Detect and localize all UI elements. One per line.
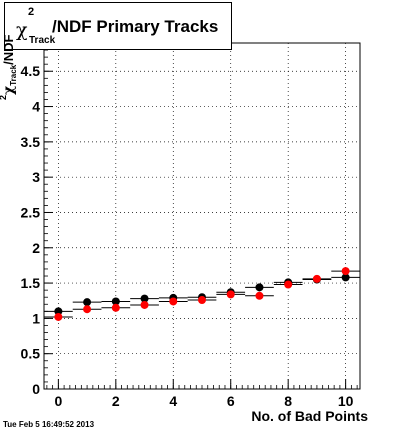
red-series-point bbox=[83, 305, 92, 314]
x-tick-label: 0 bbox=[54, 393, 62, 409]
red-series-point bbox=[284, 280, 293, 289]
y-tick-label: 3 bbox=[32, 169, 40, 185]
ylabel-subscript: Track bbox=[9, 64, 18, 86]
ylabel-superscript: 2 bbox=[0, 95, 8, 100]
data-marks bbox=[44, 267, 360, 321]
y-tick-label: 4.5 bbox=[21, 63, 41, 79]
y-tick-label: 1 bbox=[32, 310, 40, 326]
black-series-point bbox=[83, 298, 92, 307]
red-series-point bbox=[341, 267, 350, 276]
y-tick-label: 0 bbox=[32, 381, 40, 397]
title-subscript: Track bbox=[29, 35, 56, 46]
x-tick-label: 6 bbox=[227, 393, 235, 409]
red-series-point bbox=[255, 291, 264, 300]
x-tick-label: 2 bbox=[112, 393, 120, 409]
title-superscript: 2 bbox=[28, 6, 35, 18]
chart-title: /NDF Primary Tracks bbox=[52, 17, 219, 36]
red-series-point bbox=[140, 300, 149, 309]
y-tick-label: 2 bbox=[32, 240, 40, 256]
black-series-point bbox=[341, 273, 350, 282]
plot-border bbox=[43, 42, 361, 390]
grid-lines bbox=[44, 43, 360, 390]
red-series-point bbox=[198, 296, 206, 305]
x-tick-label: 10 bbox=[338, 393, 354, 409]
y-tick-label: 4 bbox=[32, 99, 40, 115]
y-axis-label: 2χTrack/NDF bbox=[0, 35, 18, 100]
timestamp: Tue Feb 5 16:49:52 2013 bbox=[3, 420, 95, 429]
ylabel-chi-symbol: χ bbox=[1, 85, 17, 95]
black-series-point bbox=[111, 297, 120, 306]
plot-frame bbox=[43, 42, 361, 390]
chart-title-box: χ 2 Track /NDF Primary Tracks bbox=[4, 2, 232, 50]
red-series-point bbox=[111, 303, 120, 312]
x-tick-label: 4 bbox=[169, 393, 177, 409]
axis-ticks bbox=[44, 42, 358, 390]
black-series-point bbox=[54, 307, 63, 316]
y-tick-label: 3.5 bbox=[21, 134, 41, 150]
red-series-point bbox=[312, 274, 321, 283]
red-series-point bbox=[54, 312, 63, 321]
red-series-point bbox=[169, 297, 178, 306]
y-tick-label: 2.5 bbox=[21, 204, 41, 220]
y-tick-label: 1.5 bbox=[21, 275, 41, 291]
black-series-point bbox=[255, 283, 264, 292]
x-tick-label: 8 bbox=[284, 393, 292, 409]
x-axis-label: No. of Bad Points bbox=[251, 408, 368, 424]
tick-labels: 0 2 4 6 8 10 0 0.5 1 1.5 2 2.5 3 3.5 4 4.5 bbox=[21, 63, 354, 409]
black-series-point bbox=[140, 294, 149, 303]
red-series-point bbox=[226, 290, 235, 299]
title-chi-symbol: χ bbox=[16, 19, 28, 41]
y-tick-label: 0.5 bbox=[21, 346, 41, 362]
ylabel-main: /NDF bbox=[1, 34, 16, 65]
